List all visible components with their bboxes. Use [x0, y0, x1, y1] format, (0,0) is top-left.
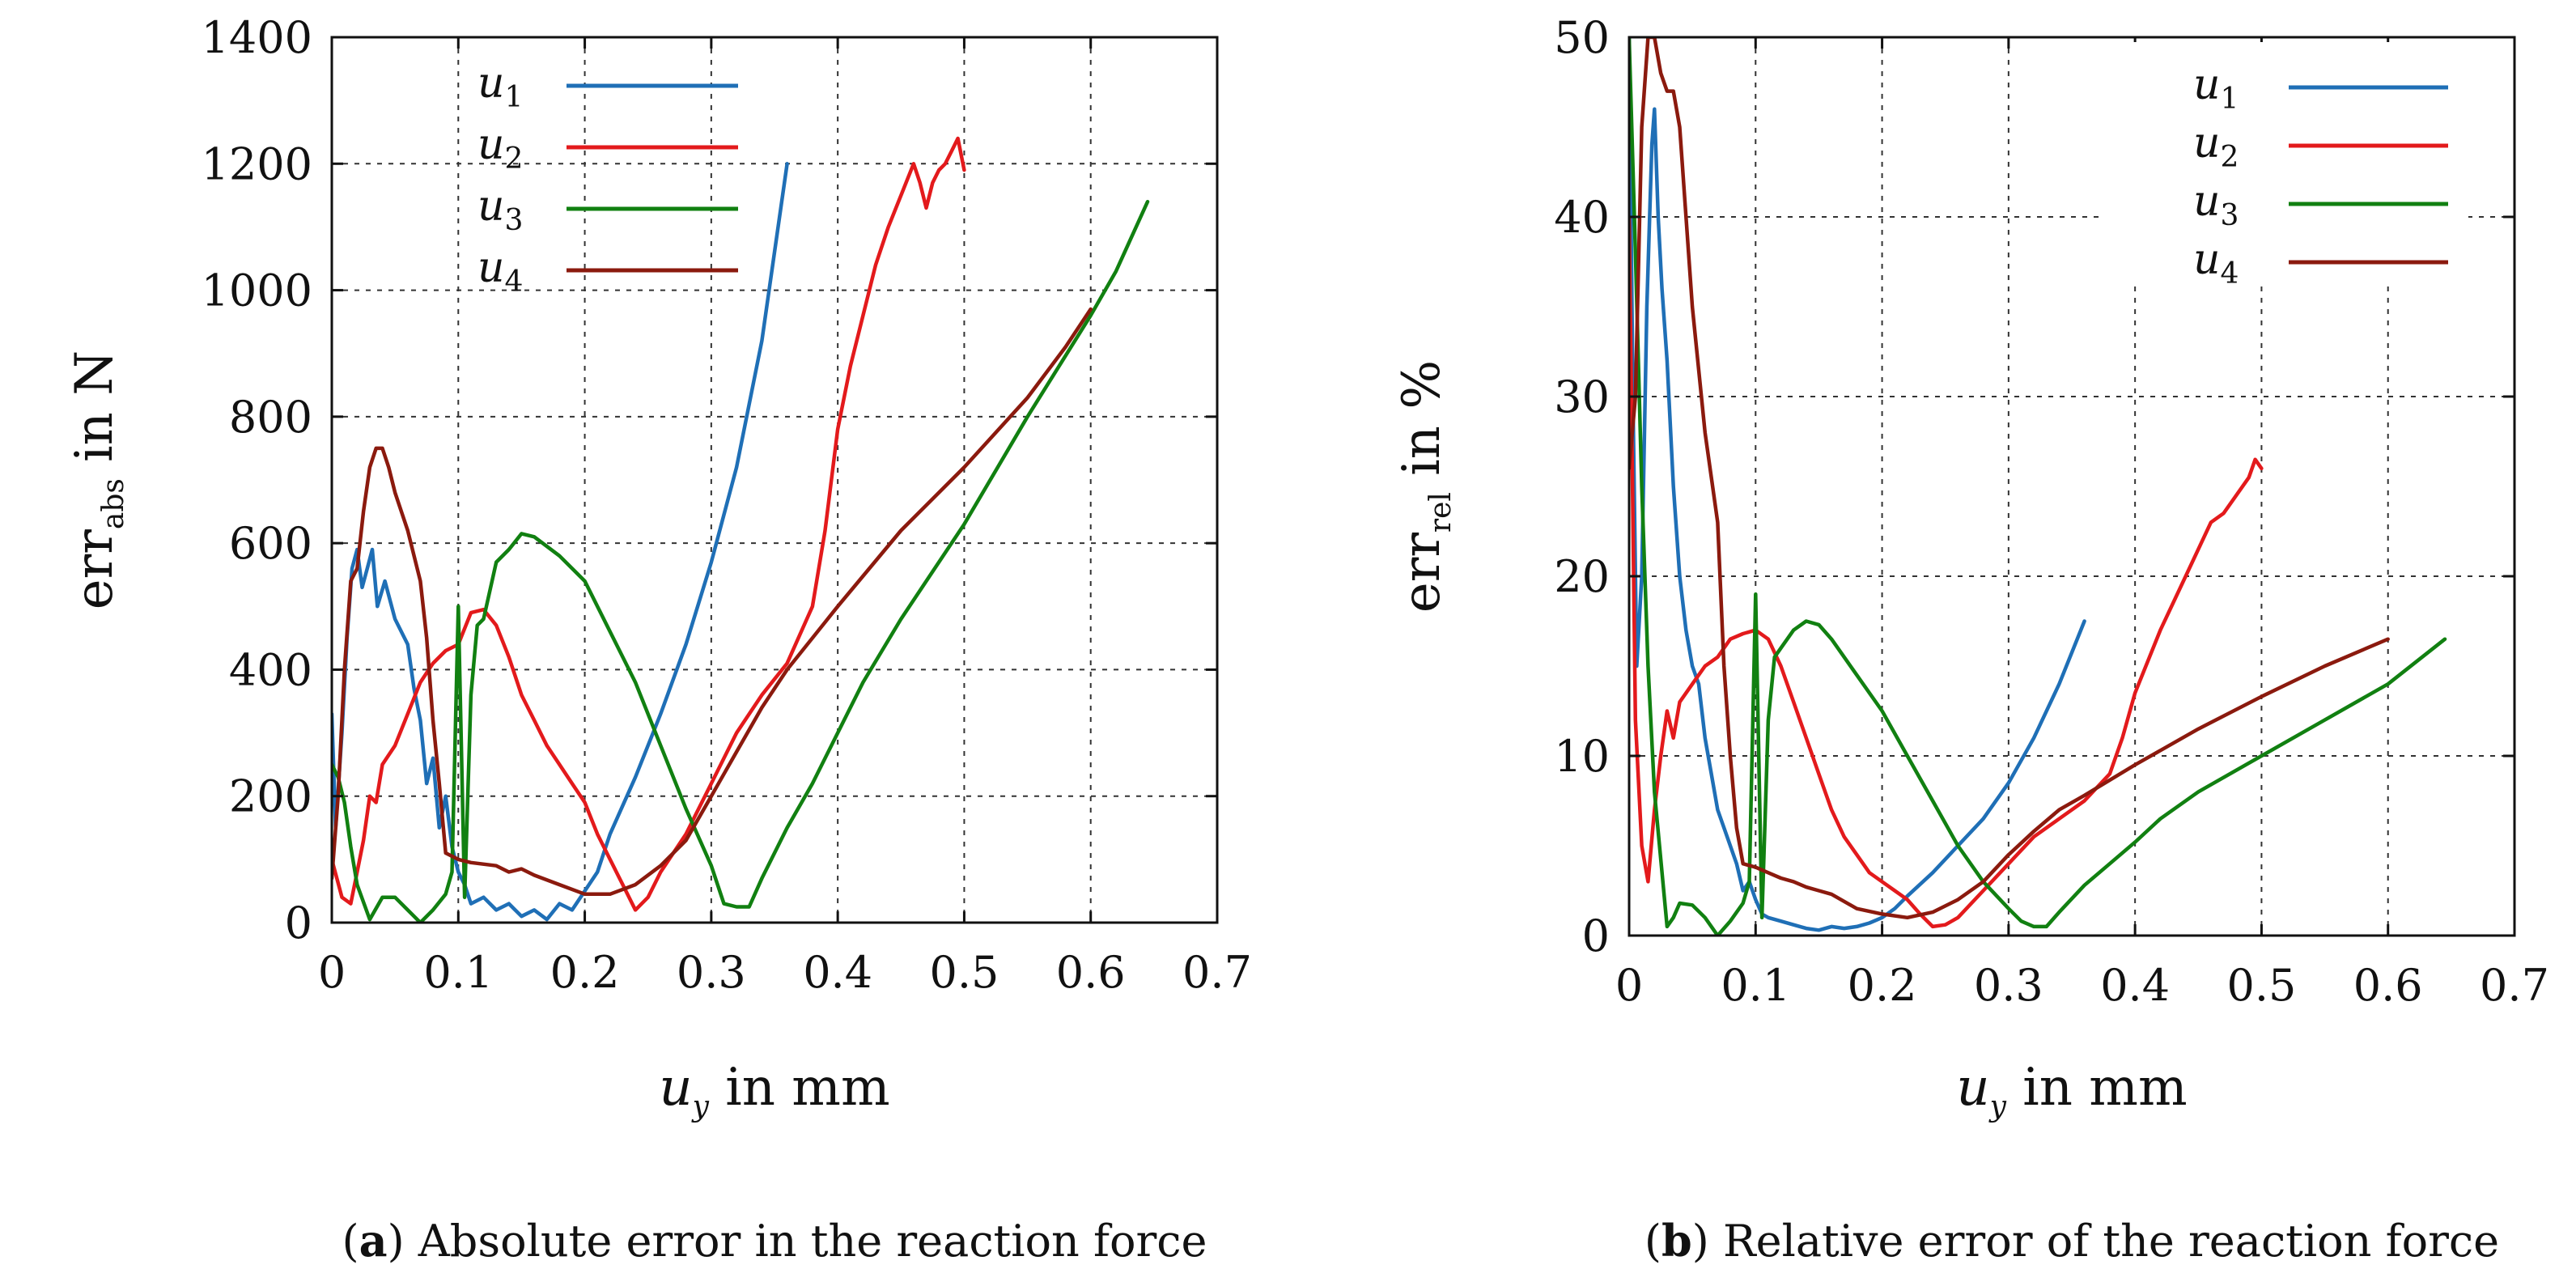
panel-a-absolute-error-chart: 0 0.1 0.2 0.3 0.4 0.5 0.6 0.7 0 200 400 600 800 1000 1…	[65, 12, 1252, 1267]
panel-b-y-axis-label: errrel in %	[1392, 360, 1458, 613]
panel-a-y-tick-label: 600	[229, 518, 312, 569]
panel-a-y-tick-label: 1200	[202, 138, 312, 189]
panel-a-legend-label-u3: u3	[477, 182, 523, 237]
panel-b-legend-label-u2: u2	[2193, 119, 2239, 174]
panel-a-y-tick-label: 1000	[202, 265, 312, 316]
panel-b-caption: (b) Relative error of the reaction force	[1644, 1215, 2499, 1267]
panel-b-relative-error-chart: 0 0.1 0.2 0.3 0.4 0.5 0.6 0.7 0 10 20 30 40 50 u1u2u3…	[1392, 12, 2549, 1267]
panel-b-legend-label-u3: u3	[2193, 177, 2239, 232]
panel-a-x-tick-label: 0.5	[929, 947, 999, 998]
panel-a-caption: (a) Absolute error in the reaction force	[342, 1215, 1207, 1267]
panel-b-x-tick-label: 0.6	[2353, 960, 2423, 1011]
panel-b-plot-frame	[1628, 36, 2516, 937]
panel-b-y-tick-label: 30	[1554, 371, 1610, 422]
panel-b-x-tick-label: 0.1	[1721, 960, 1790, 1011]
panel-b-y-tick-label: 50	[1554, 12, 1610, 63]
panel-b-legend-background	[2104, 42, 2468, 286]
panel-a-y-tick-label: 800	[229, 392, 312, 443]
panel-b-series-u2	[1629, 214, 2264, 929]
panel-a-series-u1	[332, 162, 789, 922]
panel-a-plot-frame	[330, 36, 1219, 924]
panel-a-x-tick-label: 0.6	[1056, 947, 1126, 998]
panel-a-x-axis-label: uy in mm	[659, 1058, 889, 1123]
panel-a-x-tick-label: 0.7	[1182, 947, 1252, 998]
panel-a-x-tick-label: 0.1	[423, 947, 493, 998]
panel-a-x-tick-label: 0.4	[803, 947, 872, 998]
panel-a-legend-label-u4: u4	[477, 244, 523, 299]
panel-b-x-tick-label: 0	[1615, 960, 1643, 1011]
panel-a-legend-label-u2: u2	[477, 121, 523, 176]
panel-b-series-u1	[1629, 37, 2086, 932]
panel-a-series-u2	[332, 136, 966, 912]
panel-a-y-tick-label: 1400	[202, 12, 312, 63]
panel-b-y-tick-label: 0	[1582, 910, 1610, 961]
panel-a-y-tick-label: 200	[229, 771, 312, 822]
panel-b-x-tick-label: 0.5	[2226, 960, 2296, 1011]
panel-a-y-tick-label: 0	[285, 898, 312, 949]
panel-a-legend-label-u1: u1	[477, 59, 523, 114]
panel-b-x-tick-label: 0.2	[1848, 960, 1917, 1011]
panel-b-series-u4	[1629, 37, 2390, 920]
panel-b-x-tick-label: 0.3	[1974, 960, 2043, 1011]
panel-a-series-u4	[332, 307, 1093, 897]
panel-b-x-axis-label: uy in mm	[1956, 1058, 2187, 1123]
panel-b-x-tick-label: 0.7	[2480, 960, 2549, 1011]
panel-b-y-tick-label: 20	[1554, 551, 1610, 602]
panel-a-y-axis-label: errabs in N	[65, 350, 130, 609]
panel-b-legend-label-u1: u1	[2193, 61, 2239, 116]
panel-a-x-tick-label: 0.3	[677, 947, 746, 998]
panel-b-x-tick-label: 0.4	[2100, 960, 2170, 1011]
panel-a-series-u3	[332, 199, 1150, 923]
panel-b-y-tick-label: 40	[1554, 192, 1610, 243]
panel-a-x-tick-label: 0	[318, 947, 346, 998]
panel-a-x-tick-label: 0.2	[550, 947, 620, 998]
panel-b-series-u3	[1629, 37, 2447, 936]
panel-b-y-tick-label: 10	[1554, 731, 1610, 782]
panel-b-legend-label-u4: u4	[2193, 236, 2239, 291]
panel-a-y-tick-label: 400	[229, 644, 312, 695]
